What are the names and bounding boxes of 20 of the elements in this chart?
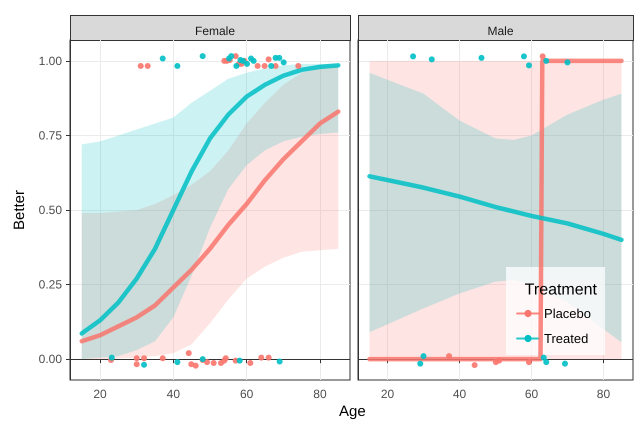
y-tick-label: 0.25 [38, 278, 62, 292]
x-tick-label: 20 [380, 387, 395, 401]
y-tick-label: 1.00 [38, 54, 62, 68]
x-tick-label: 20 [93, 387, 108, 401]
y-tick-label: 0.00 [38, 352, 62, 366]
chart-title: Male [487, 24, 514, 38]
x-tick-label: 80 [313, 387, 327, 401]
x-axis-title: Age [339, 403, 366, 420]
x-tick-label: 60 [240, 387, 254, 401]
chart-title: Female [194, 24, 236, 38]
x-tick-label: 80 [596, 387, 610, 401]
y-axis-title: Better [11, 190, 28, 230]
legend-title: Treatment [524, 282, 598, 298]
x-tick-label: 40 [166, 387, 180, 401]
x-tick-label: 40 [452, 387, 466, 401]
x-tick-label: 60 [524, 387, 538, 401]
legend-label: Placebo [544, 306, 592, 321]
y-tick-label: 0.75 [38, 128, 62, 142]
y-tick-label: 0.50 [38, 203, 62, 217]
legend-label: Treated [544, 331, 588, 346]
